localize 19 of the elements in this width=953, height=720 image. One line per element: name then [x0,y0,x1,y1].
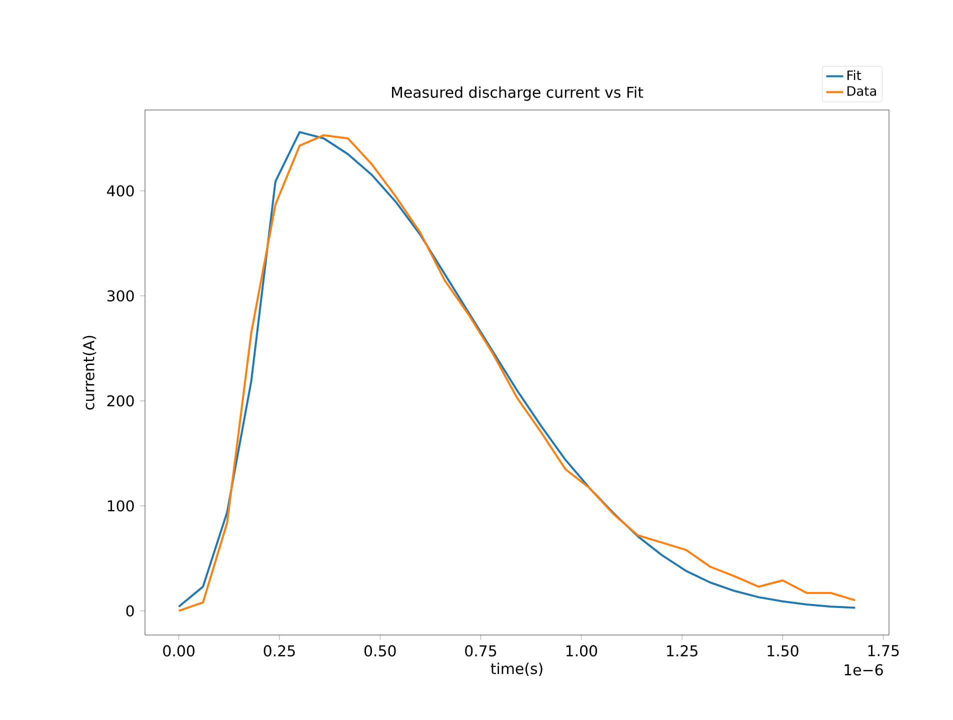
x-tick-label: 0.00 [163,645,194,656]
chart-title: Measured discharge current vs Fit [392,86,644,101]
x-axis-title: time(s) [490,662,542,676]
legend-label: Fit [848,70,862,80]
y-tick-label: 200 [107,395,134,407]
x-tick-label: 1.50 [768,645,798,656]
y-tick-label: 300 [107,290,134,302]
text: 1e−6 [844,664,883,676]
x-tick-label: 1.00 [566,645,598,656]
x-tick-label: 1.75 [868,645,899,656]
x-tick-label: 0.25 [264,645,295,656]
x-tick-label: 1.25 [667,645,698,656]
x-tick-label: 0.75 [465,645,496,656]
y-axis-title: current(A) [82,336,96,410]
y-tick-label: 400 [107,185,134,197]
y-tick-label: 0 [126,605,134,617]
y-tick-label: 100 [108,500,134,512]
legend-label: Data [848,86,876,96]
x-tick-label: 0.50 [364,645,396,656]
